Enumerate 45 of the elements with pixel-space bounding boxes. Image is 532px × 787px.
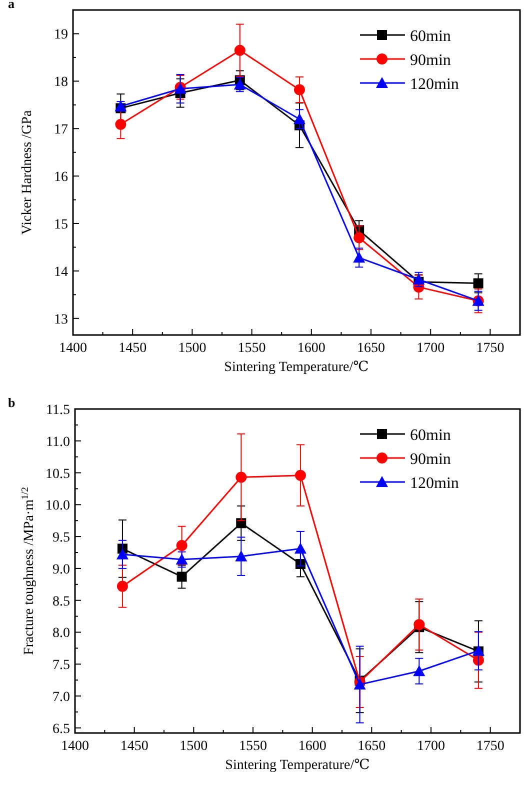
legend-label: 90min [410,451,451,468]
y-tick-label: 17 [54,122,68,138]
y-tick-label: 6.5 [52,722,70,737]
y-tick-label: 7.5 [52,658,70,674]
y-tick-label: 14 [54,264,68,280]
y-tick-label: 13 [54,312,68,328]
y-tick-label: 16 [54,170,68,186]
legend-label: 120min [410,475,459,492]
y-tick-label: 10.5 [46,466,70,482]
y-tick-label: 10.0 [46,498,70,514]
x-tick-label: 1400 [59,341,87,356]
x-tick-label: 1700 [417,739,445,754]
x-tick-label: 1400 [61,739,89,754]
x-tick-label: 1450 [120,739,148,754]
x-axis-title: Sintering Temperature/℃ [225,758,370,773]
y-tick-label: 11.0 [46,434,70,450]
y-tick-label: 15 [54,218,68,233]
x-tick-label: 1700 [416,341,445,356]
x-tick-label: 1550 [239,739,267,754]
y-tick-label: 9.5 [52,530,70,546]
x-tick-label: 1750 [476,341,504,356]
chart-title: a [8,0,15,11]
y-axis-title: Vicker Hardness /GPa [20,110,35,235]
y-tick-label: 19 [54,28,68,43]
y-tick-label: 8.5 [52,594,70,610]
x-tick-label: 1550 [238,341,266,356]
x-axis-title: Sintering Temperature/℃ [224,360,369,375]
x-tick-label: 1600 [298,739,326,754]
x-tick-label: 1500 [178,341,206,356]
x-tick-label: 1600 [297,341,326,356]
legend-label: 120min [410,76,459,93]
x-tick-label: 1650 [358,739,386,754]
x-tick-label: 1750 [476,739,504,754]
y-tick-label: 8.0 [52,626,70,642]
legend-label: 60min [410,28,451,45]
x-tick-label: 1650 [357,341,385,356]
x-tick-label: 1450 [118,341,147,356]
legend-label: 90min [410,52,451,69]
y-tick-label: 9.0 [52,562,70,578]
x-tick-label: 1500 [180,739,208,754]
y-tick-label: 7.0 [52,690,70,706]
chart-title: b [8,395,16,410]
y-tick-label: 18 [54,75,68,90]
legend-label: 60min [410,427,451,444]
y-tick-label: 11.5 [46,403,70,418]
